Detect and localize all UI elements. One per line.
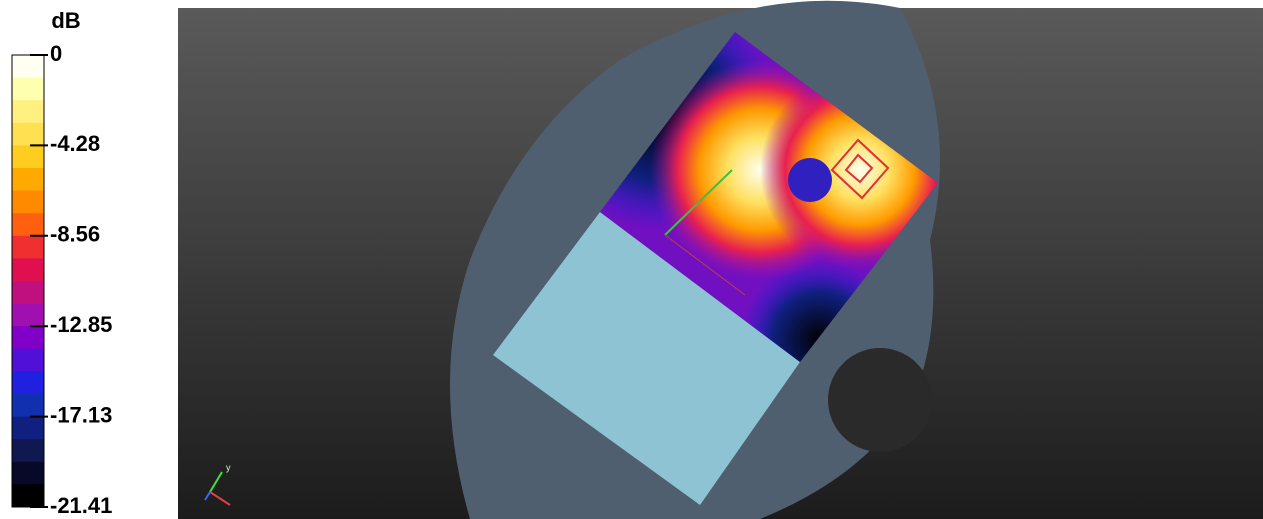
- phantom-hole: [828, 348, 932, 452]
- color-band: [12, 55, 44, 79]
- color-band: [12, 190, 44, 214]
- color-band: [12, 168, 44, 192]
- tick-label: -12.85: [50, 312, 112, 337]
- tick-label: -17.13: [50, 402, 112, 427]
- colorbar-frame: [11, 54, 45, 508]
- color-band: [12, 394, 44, 418]
- color-band: [12, 416, 44, 440]
- color-band: [12, 235, 44, 259]
- color-band: [12, 77, 44, 101]
- color-band: [12, 439, 44, 463]
- colorbar: dB 0 -4.28 -8.56 -12.85 -17.13 -21.41: [11, 8, 112, 518]
- colorbar-unit: dB: [51, 8, 80, 33]
- triad-z: [204, 491, 211, 501]
- ground-plane: [493, 212, 800, 505]
- triad-label: y: [226, 462, 231, 472]
- triad-y: [209, 471, 223, 493]
- tick-label: 0: [50, 41, 62, 66]
- color-band: [12, 281, 44, 305]
- color-band: [12, 145, 44, 169]
- tick-label: -4.28: [50, 131, 100, 156]
- tick-label: -8.56: [50, 222, 100, 247]
- color-band: [12, 484, 44, 508]
- color-band: [12, 461, 44, 485]
- color-band: [12, 122, 44, 146]
- axis-arrow: [664, 234, 746, 296]
- color-band: [12, 213, 44, 237]
- viewport[interactable]: y: [178, 0, 1263, 519]
- tick-label: -21.41: [50, 493, 112, 518]
- antenna: [830, 138, 890, 200]
- color-band: [12, 100, 44, 124]
- color-band: [12, 258, 44, 282]
- color-band: [12, 348, 44, 372]
- triad-x: [209, 491, 231, 506]
- axis-arrow: [664, 169, 733, 236]
- color-band: [12, 371, 44, 395]
- axes-triad: y: [204, 462, 231, 506]
- color-band: [12, 303, 44, 327]
- antenna-inner: [844, 153, 874, 184]
- color-band: [12, 326, 44, 350]
